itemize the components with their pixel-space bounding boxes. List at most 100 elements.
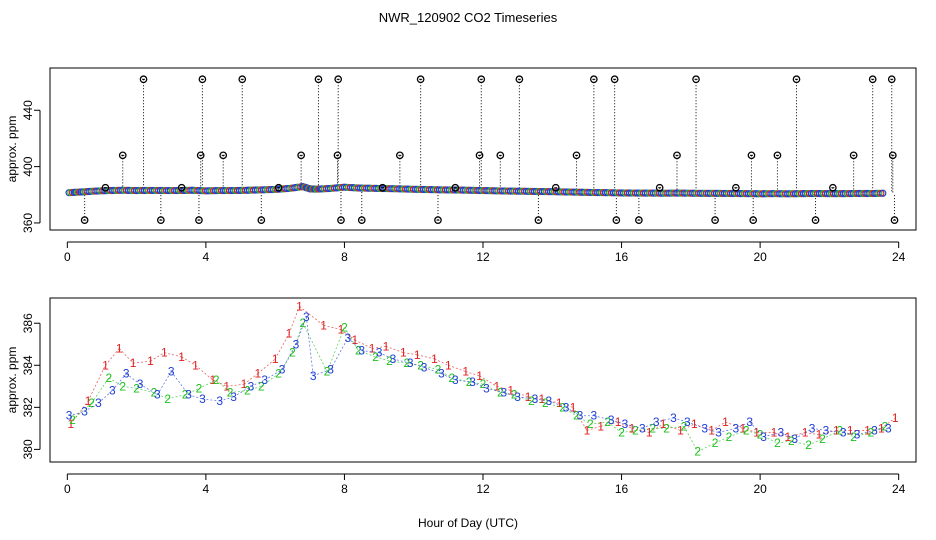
bottom-series-3-line [673, 417, 688, 423]
bottom-series-2-line [167, 394, 186, 400]
bottom-series-3-line [718, 427, 736, 433]
bottom-series-3-line [157, 371, 172, 395]
bottom-series-2-point: 2 [300, 316, 307, 330]
bottom-series-1-line [572, 407, 588, 431]
bottom-series-3-line [68, 411, 85, 417]
bottom-series-1-point: 1 [209, 373, 216, 387]
bottom-series-1-line [465, 371, 480, 377]
bottom-series-2-point: 2 [712, 436, 719, 450]
bottom-series-1-point: 1 [445, 358, 452, 372]
top-flagged-point [888, 151, 897, 160]
bottom-series-3-point: 3 [608, 413, 615, 427]
bottom-series-2-point: 2 [726, 430, 733, 444]
bottom-series-2-point: 2 [632, 423, 639, 437]
bottom-series-1-line [541, 398, 560, 404]
bottom-series-3-point: 3 [185, 388, 192, 402]
bottom-series-3-point: 3 [840, 426, 847, 440]
bottom-series-2-point: 2 [435, 362, 442, 376]
bottom-series-1-line [631, 427, 650, 433]
bottom-y-tick-label: 382 [21, 397, 35, 417]
top-flagged-point [333, 151, 342, 160]
bottom-series-3-point: 3 [95, 396, 102, 410]
bottom-series-2-point: 2 [604, 415, 611, 429]
bottom-series-2-point: 2 [528, 394, 535, 408]
top-flagged-point [868, 75, 877, 84]
bottom-series-3-point: 3 [109, 384, 116, 398]
top-flagged-point [773, 151, 782, 160]
bottom-series-2-point: 2 [386, 354, 393, 368]
top-flagged-point [297, 151, 305, 160]
bottom-series-1-point: 1 [286, 327, 293, 341]
bottom-series-1-line [354, 339, 373, 349]
bottom-series-3-line [361, 350, 380, 354]
bottom-series-1-point: 1 [147, 354, 154, 368]
bottom-series-2-point: 2 [133, 381, 140, 395]
bottom-series-2-point: 2 [587, 417, 594, 431]
top-x-tick-label: 8 [341, 250, 348, 264]
bottom-series-3-point: 3 [199, 392, 206, 406]
bottom-series-1-line [70, 400, 89, 425]
bottom-x-tick-label: 8 [341, 482, 348, 496]
bottom-series-3-line [593, 415, 612, 421]
bottom-series-1-point: 1 [784, 430, 791, 444]
bottom-series-1-line [118, 348, 134, 364]
bottom-series-3-point: 3 [545, 394, 552, 408]
bottom-series-2-line [545, 402, 563, 408]
bottom-series-3-line [98, 390, 113, 404]
bottom-x-tick-label: 12 [476, 482, 490, 496]
bottom-series-2-line [261, 373, 279, 387]
bottom-series-3-point: 3 [469, 375, 476, 389]
top-flagged-point [416, 75, 425, 84]
bottom-series-1-point: 1 [102, 358, 109, 372]
bottom-series-2-line [714, 436, 730, 444]
bottom-series-1-line [559, 402, 574, 408]
bottom-series-2-line [808, 438, 823, 446]
bottom-series-3-point: 3 [376, 346, 383, 360]
bottom-series-2-point: 2 [196, 381, 203, 395]
bottom-series-1-point: 1 [525, 390, 532, 404]
top-flagged-point [334, 75, 343, 84]
top-flagged-point [198, 75, 207, 84]
top-x-tick-label: 0 [64, 250, 71, 264]
bottom-series-1-point: 1 [507, 384, 514, 398]
bottom-series-1-line [150, 352, 165, 362]
bottom-series-2-point: 2 [497, 386, 504, 400]
bottom-series-1-point: 1 [178, 350, 185, 364]
bottom-series-1-point: 1 [864, 423, 871, 437]
bottom-series-2-point: 2 [836, 423, 843, 437]
top-flagged-point [477, 75, 486, 84]
bottom-x-tick-label: 0 [64, 482, 71, 496]
bottom-series-2-point: 2 [164, 392, 171, 406]
top-flagged-point [219, 151, 228, 160]
bottom-y-axis-label: approx. ppm [5, 347, 19, 414]
bottom-series-2-line [683, 426, 699, 452]
bottom-series-3-line [704, 427, 719, 433]
bottom-series-1-line [288, 306, 300, 334]
top-flagged-point [357, 216, 366, 224]
bottom-series-1-line [617, 421, 633, 429]
bottom-series-1-line [662, 423, 681, 431]
bottom-series-1-line [243, 373, 259, 385]
bottom-series-1-point: 1 [476, 369, 483, 383]
bottom-series-2-line [590, 421, 608, 425]
bottom-series-3-point: 3 [303, 310, 310, 324]
bottom-series-2-point: 2 [119, 379, 126, 393]
bottom-series-3-line [548, 400, 567, 408]
bottom-series-2-line [72, 402, 92, 421]
bottom-series-3-point: 3 [137, 377, 144, 391]
bottom-series-3-line [780, 432, 795, 440]
bottom-series-1-line [181, 356, 196, 366]
top-y-tick-label: 360 [21, 213, 35, 233]
top-flagged-point [534, 216, 543, 224]
bottom-series-2-line [108, 377, 123, 387]
bottom-series-2-point: 2 [275, 367, 282, 381]
bottom-series-2-point: 2 [573, 409, 580, 423]
bottom-series-1-point: 1 [739, 421, 746, 435]
bottom-y-axis: 380 382 384 386 [21, 313, 41, 459]
bottom-series-1-point: 1 [383, 339, 390, 353]
top-flagged-point [849, 151, 858, 160]
bottom-series-3-point: 3 [390, 352, 397, 366]
top-flagged-point [732, 183, 740, 192]
bottom-series-3-point: 3 [310, 369, 317, 383]
bottom-series-3-line [749, 421, 764, 438]
